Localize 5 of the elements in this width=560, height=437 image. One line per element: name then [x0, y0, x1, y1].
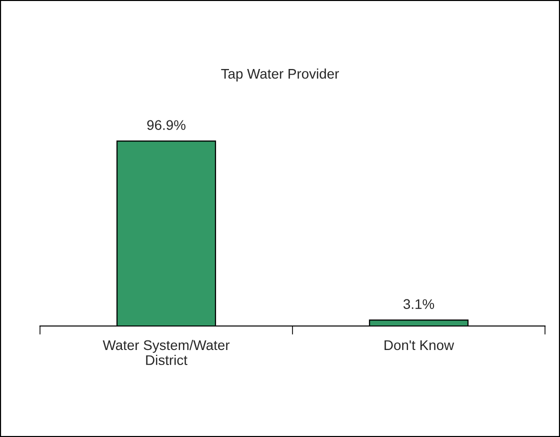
x-tick-label: Don't Know — [384, 340, 454, 350]
data-label: 3.1% — [403, 299, 434, 310]
chart-title: Tap Water Provider — [221, 68, 339, 82]
x-tick-label: Water System/Water District — [102, 340, 230, 366]
data-label: 96.9% — [147, 120, 186, 130]
